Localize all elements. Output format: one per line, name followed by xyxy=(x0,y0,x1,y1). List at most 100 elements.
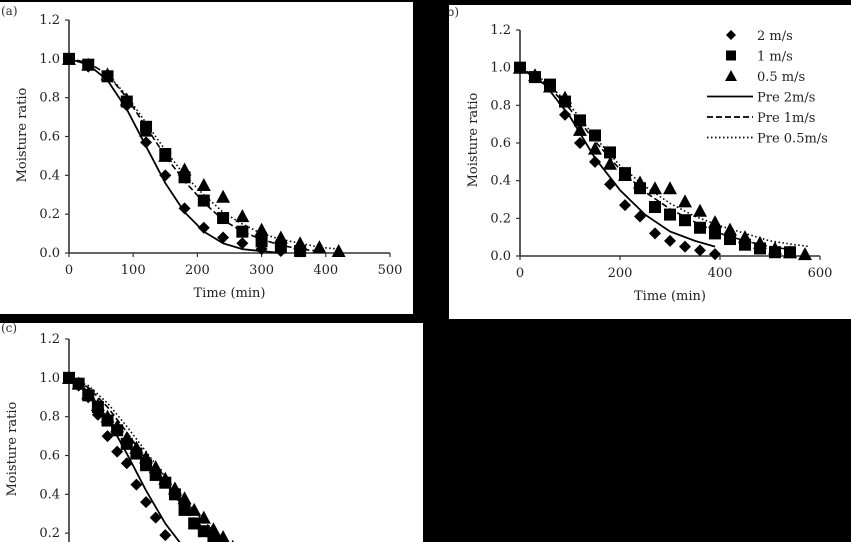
square-marker xyxy=(589,129,601,142)
y-axis-title: Moisture ratio xyxy=(466,92,481,187)
y-tick-label: 0.4 xyxy=(39,168,60,183)
triangle-marker xyxy=(177,491,192,505)
diamond-marker xyxy=(120,457,133,470)
triangle-marker xyxy=(187,502,202,516)
legend-item: 0.5 m/s xyxy=(725,70,805,85)
diamond-marker xyxy=(63,52,75,65)
x-tick-label: 500 xyxy=(378,263,403,278)
x-tick-label: 400 xyxy=(313,263,338,278)
x-axis-title: Time (min) xyxy=(634,289,706,304)
square-marker xyxy=(679,214,691,227)
y-axis-title: Moisture ratio xyxy=(5,401,20,496)
legend-label: Pre 2m/s xyxy=(757,91,815,106)
diamond-marker xyxy=(82,391,95,404)
legend-item: Pre 1m/s xyxy=(707,111,815,126)
triangle-marker xyxy=(663,181,677,195)
square-marker xyxy=(649,201,661,214)
diamond-marker xyxy=(159,169,172,182)
legend-triangle-icon xyxy=(725,70,737,81)
square-marker xyxy=(739,238,751,251)
fit-line-dotted xyxy=(519,66,811,248)
x-tick-label: 400 xyxy=(708,266,733,281)
diamond-marker xyxy=(178,202,191,215)
diamond-marker xyxy=(679,240,691,253)
y-tick-label: 1.0 xyxy=(39,52,60,67)
legend-label: Pre 1m/s xyxy=(757,111,815,126)
triangle-marker xyxy=(708,215,722,229)
square-marker xyxy=(168,488,181,501)
square-marker xyxy=(754,242,766,255)
legend-label: 1 m/s xyxy=(757,50,793,65)
triangle-marker xyxy=(196,178,211,192)
triangle-marker xyxy=(603,156,617,170)
y-tick-label: 0.2 xyxy=(39,526,60,541)
diamond-marker xyxy=(111,445,124,458)
fit-line-solid xyxy=(68,57,281,254)
square-marker xyxy=(574,114,586,127)
square-marker xyxy=(188,517,201,530)
triangle-marker xyxy=(588,141,602,155)
square-marker xyxy=(197,525,210,538)
square-marker xyxy=(724,233,736,246)
square-marker xyxy=(236,225,249,238)
diamond-marker xyxy=(140,496,153,509)
panel-c-label: (c) xyxy=(1,323,17,335)
chart-c-plot: 0.2 0.4 0.6 0.8 1.0 1.2 Moisture ratio xyxy=(5,332,234,542)
square-marker xyxy=(784,246,796,259)
square-marker xyxy=(634,182,646,195)
diamond-marker xyxy=(709,248,721,261)
diamond-marker xyxy=(544,80,556,93)
triangle-marker xyxy=(331,244,346,258)
diamond-marker xyxy=(255,243,268,256)
chart-a-svg: (a) 0.0 0.2 0.4 0.6 0.8 1.0 1.2 0 100 200 300 400 50… xyxy=(1,4,403,301)
x-tick-label: 300 xyxy=(249,263,274,278)
square-marker xyxy=(159,147,172,160)
diamond-marker xyxy=(217,231,230,244)
x-tick-label: 600 xyxy=(808,266,833,281)
legend-item: Pre 2m/s xyxy=(707,91,815,106)
chart-b-plot: 0.0 0.2 0.4 0.6 0.8 1.0 1.2 0 200 400 600 Time (min… xyxy=(466,23,832,304)
y-tick-label: 0.6 xyxy=(490,136,511,151)
diamond-marker xyxy=(120,99,133,112)
triangle-marker xyxy=(206,522,221,536)
square-marker xyxy=(619,167,631,180)
x-tick-label: 100 xyxy=(121,263,146,278)
chart-b-legend: 2 m/s 1 m/s 0.5 m/s Pre 2m/s Pre 1m/s Pre 0.5… xyxy=(707,29,828,147)
diamond-marker xyxy=(649,227,661,240)
diamond-marker xyxy=(574,137,586,149)
triangle-marker xyxy=(254,222,269,236)
square-marker xyxy=(294,245,307,258)
y-tick-label: 0.8 xyxy=(39,410,60,425)
triangle-marker xyxy=(273,230,288,244)
square-marker xyxy=(197,194,210,207)
square-marker xyxy=(664,208,676,221)
square-marker xyxy=(604,146,616,159)
fit-line-solid xyxy=(519,66,716,248)
square-marker xyxy=(709,227,721,240)
y-tick-label: 0.4 xyxy=(39,487,60,502)
diamond-marker xyxy=(604,178,616,191)
panel-a-label: (a) xyxy=(1,4,18,18)
triangle-marker xyxy=(798,247,812,261)
y-tick-label: 1.2 xyxy=(39,13,60,28)
square-marker xyxy=(207,532,220,542)
x-axis-title: Time (min) xyxy=(194,286,266,301)
diamond-marker xyxy=(140,136,153,149)
legend-label: 0.5 m/s xyxy=(757,70,805,85)
square-marker xyxy=(255,235,268,248)
diamond-marker xyxy=(619,199,631,212)
legend-item: Pre 0.5m/s xyxy=(707,132,828,147)
square-marker xyxy=(91,400,104,413)
y-axis-title: Moisture ratio xyxy=(15,87,30,182)
triangle-marker xyxy=(235,209,250,223)
y-tick-label: 0.6 xyxy=(39,130,60,145)
diamond-marker xyxy=(159,529,172,542)
square-marker xyxy=(149,468,162,481)
square-marker xyxy=(101,414,114,427)
triangle-marker xyxy=(693,203,707,217)
y-tick-label: 0.4 xyxy=(490,174,511,189)
square-marker xyxy=(130,447,143,460)
square-marker xyxy=(178,503,191,516)
y-tick-label: 0.8 xyxy=(39,91,60,106)
diamond-marker xyxy=(664,234,676,247)
